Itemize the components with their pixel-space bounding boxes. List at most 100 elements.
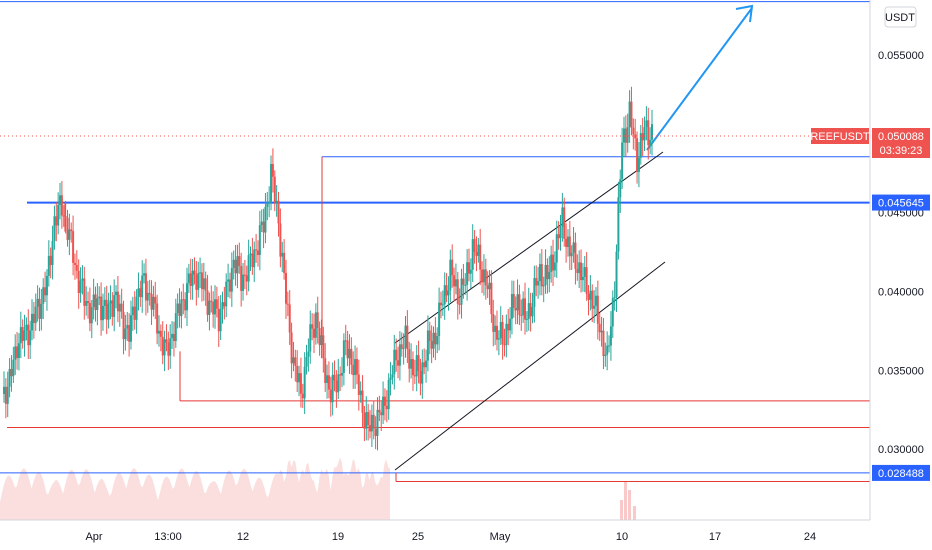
candle-body [641,133,644,141]
candle-body [509,318,512,331]
candle-body [202,278,205,290]
candle-body [453,275,456,287]
candle-body [488,282,491,290]
candle-body [548,271,551,280]
candle-body [538,264,541,282]
candle-body [363,412,366,429]
candle-body [180,299,183,316]
candle-body [3,386,5,394]
symbol-tag-label: REEFUSDT [810,131,870,143]
candle-body [484,269,487,286]
time-tick-label: 24 [804,531,816,543]
candle-body [92,294,95,308]
candle-body [115,291,118,296]
candle-body [425,360,428,368]
price-tick-label: 0.040000 [878,287,924,299]
candle-body [87,301,90,304]
time-axis[interactable]: Apr 13:00 12 19 25 May 10 17 24 [0,519,870,543]
candle-body [451,259,454,276]
candle-body [639,133,642,158]
candle-body [98,296,101,299]
level-price-tags[interactable]: 0.045645 0.028488 [872,194,930,481]
candle-body [557,234,560,239]
candle-body [382,396,385,416]
horizontal-levels[interactable] [0,1,870,483]
candle-body [128,325,131,342]
candle-body [516,294,519,311]
candle-body [172,333,175,342]
candle-body [561,207,564,227]
candle-body [271,164,274,177]
candle-body [292,357,295,364]
level-price-tag[interactable]: 0.028488 [872,464,930,481]
candle-body [182,299,185,301]
time-tick-label: 10 [616,531,628,543]
price-tick-label: 0.055000 [878,50,924,62]
candle-body [152,296,155,310]
candle-body [227,279,230,282]
candle-body [537,281,540,286]
candle-body [540,264,543,287]
candle-body [589,290,592,300]
candle-body [535,278,538,286]
candle-body [171,333,174,339]
candle-body [146,292,149,301]
candle-body [72,231,75,263]
candle-body [40,303,43,319]
price-axis[interactable]: USDT 0.0550000.0450000.0400000.0350000.0… [869,0,932,520]
candle-body [583,267,586,277]
symbol-tag[interactable]: REEFUSDT [810,128,870,144]
candle-body [454,279,457,287]
time-ticks: Apr 13:00 12 19 25 May 10 17 24 [85,531,816,543]
trend-arrow-line[interactable] [646,7,753,151]
candle-body [135,296,138,320]
candle-body [301,393,304,399]
candle-body [643,127,646,141]
candle-body [283,252,286,273]
candle-body [587,293,590,300]
candle-body [370,414,373,432]
time-tick-label: 19 [332,531,344,543]
currency-badge[interactable] [884,6,917,28]
price-ticks: 0.055000 0.045000 0.040000 0.035000 0.030000 [878,50,924,456]
candle-body [598,323,601,333]
candle-body [228,279,231,292]
candle-body [322,335,325,359]
candle-body [118,303,121,312]
candle-body [406,325,409,350]
candle-body [520,315,523,317]
candle-body [232,259,235,268]
candle-body [426,330,429,361]
candle-body [154,296,157,304]
candle-body [68,229,71,240]
candle-body [651,124,653,140]
candle-body [258,225,261,255]
candle-body [120,303,123,312]
candle-body [637,157,640,172]
candle-body [527,303,530,320]
candle-body [574,242,577,269]
candle-body [408,349,411,369]
volume-bar [633,506,636,520]
candle-body [193,270,196,275]
last-price-tag[interactable]: 0.050088 03:39:23 [872,128,930,158]
level-price-tag[interactable]: 0.045645 [872,194,930,211]
candle-body [243,274,246,276]
candle-body [600,330,603,333]
candle-body [55,216,58,226]
candle-body [594,295,597,306]
candle-body [266,202,269,207]
candle-body [445,285,448,296]
candle-body [559,226,562,239]
candle-body [139,288,142,298]
candle-body [415,355,418,377]
candle-body [553,262,556,271]
candle-body [447,290,450,296]
candle-body [327,375,330,390]
candle-body [27,324,30,346]
candle-body [217,308,220,332]
candles [3,86,653,451]
candle-body [391,374,394,378]
channel-lower-line[interactable] [394,261,666,471]
